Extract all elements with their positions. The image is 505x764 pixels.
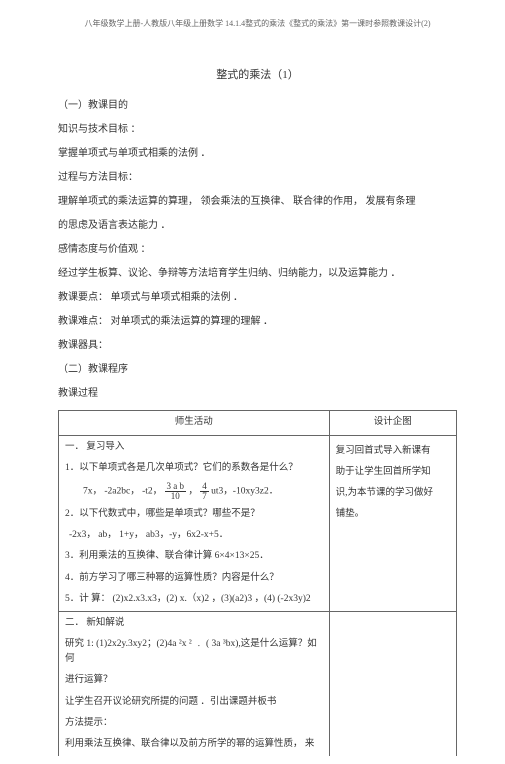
row1-expr1a: 7x， -2a2bc， -t2，	[83, 487, 162, 497]
process-label: 教课过程	[58, 386, 457, 402]
col-header-intent: 设计企图	[329, 411, 456, 435]
row1-q1: 1．以下单项式各是几次单项式？它们的系数各是什么？	[65, 461, 323, 476]
row1-intent-d: 铺垫。	[336, 507, 450, 522]
row2-activity-cell: 二． 新知解说 研究 1: (1)2x2y.3xy2；(2)4a ²x ² ﹒ …	[59, 611, 330, 756]
row2-p2: 方法提示：	[65, 716, 323, 731]
row2-intent-cell	[329, 611, 456, 756]
row1-intent-cell: 复习回首式导入新课有 助于让学生回首所学知 识,为本节课的学习做好 铺垫。	[329, 435, 456, 611]
col-header-activity: 师生活动	[59, 411, 330, 435]
row1-q2: 2．以下代数式中，哪些是单项式？哪些不是？	[65, 507, 323, 522]
keypoint: 教课要点： 单项式与单项式相乘的法例 ．	[58, 290, 457, 306]
knowledge-body: 掌握单项式与单项式相乘的法例 ．	[58, 146, 457, 162]
row1-expr1c: ut3，-10xy3z2．	[211, 487, 278, 497]
row2-q2: 进行运算？	[65, 673, 323, 688]
emotion-label: 感情态度与价值观 ：	[58, 242, 457, 258]
section-2-heading: （二）教课程序	[58, 362, 457, 378]
frac1-den: 10	[165, 492, 187, 501]
row1-expr1b: ，	[188, 487, 198, 497]
row1-expr2: -2x3， ab， 1+y， ab3，-y，6x2-x+5．	[65, 528, 323, 543]
knowledge-label: 知识与技术目标 ：	[58, 122, 457, 138]
method-body-2: 的思虑及语言表达能力 ．	[58, 218, 457, 234]
row1-intent-c: 识,为本节课的学习做好	[336, 486, 450, 501]
doc-title: 整式的乘法（1）	[58, 67, 457, 85]
row1-heading: 一． 复习导入	[65, 440, 323, 455]
row2-p1: 让学生召开议论研究所提的问题 ．引出课题并板书	[65, 695, 323, 710]
lesson-table: 师生活动 设计企图 一． 复习导入 1．以下单项式各是几次单项式？它们的系数各是…	[58, 410, 457, 756]
method-body-1: 理解单项式的乘法运算的算理， 领会乘法的互换律、 联合律的作用， 发展有条理	[58, 194, 457, 210]
method-label: 过程与方法目标：	[58, 170, 457, 186]
row1-q5: 5．计 算： (2)x2.x3.x3，(2) x.（x)2 ，(3)(a2)3 …	[65, 592, 323, 607]
fraction-2: 4 7	[200, 482, 209, 501]
row1-activity-cell: 一． 复习导入 1．以下单项式各是几次单项式？它们的系数各是什么？ 7x， -2…	[59, 435, 330, 611]
row1-q4: 4．前方学习了哪三种幂的运算性质？内容是什么？	[65, 571, 323, 586]
page-header: 八年级数学上册-人教版八年级上册数学 14.1.4整式的乘法《整式的乘法》第一课…	[58, 18, 457, 31]
row2-q: 研究 1: (1)2x2y.3xy2；(2)4a ²x ² ﹒ ( 3a ³bx…	[65, 637, 323, 667]
row1-intent-a: 复习回首式导入新课有	[336, 444, 450, 459]
row2-heading: 二． 新知解说	[65, 616, 323, 631]
frac2-den: 7	[200, 492, 209, 501]
row2-p3: 利用乘法互换律、联合律以及前方所学的幂的运算性质， 来	[65, 737, 323, 752]
difficulty: 教课难点： 对单项式的乘法运算的算理的理解 ．	[58, 314, 457, 330]
row1-intent-b: 助于让学生回首所学知	[336, 465, 450, 480]
fraction-1: 3 a b 10	[165, 482, 187, 501]
section-1-heading: （一）教课目的	[58, 98, 457, 114]
row1-q3: 3．利用乘法的互换律、联合律计算 6×4×13×25．	[65, 549, 323, 564]
emotion-body: 经过学生板算、议论、争辩等方法培育学生归纳、归纳能力，以及运算能力 ．	[58, 266, 457, 282]
row1-expr1: 7x， -2a2bc， -t2， 3 a b 10 ， 4 7 ut3，-10x…	[65, 482, 323, 501]
tools: 教课器具：	[58, 338, 457, 354]
